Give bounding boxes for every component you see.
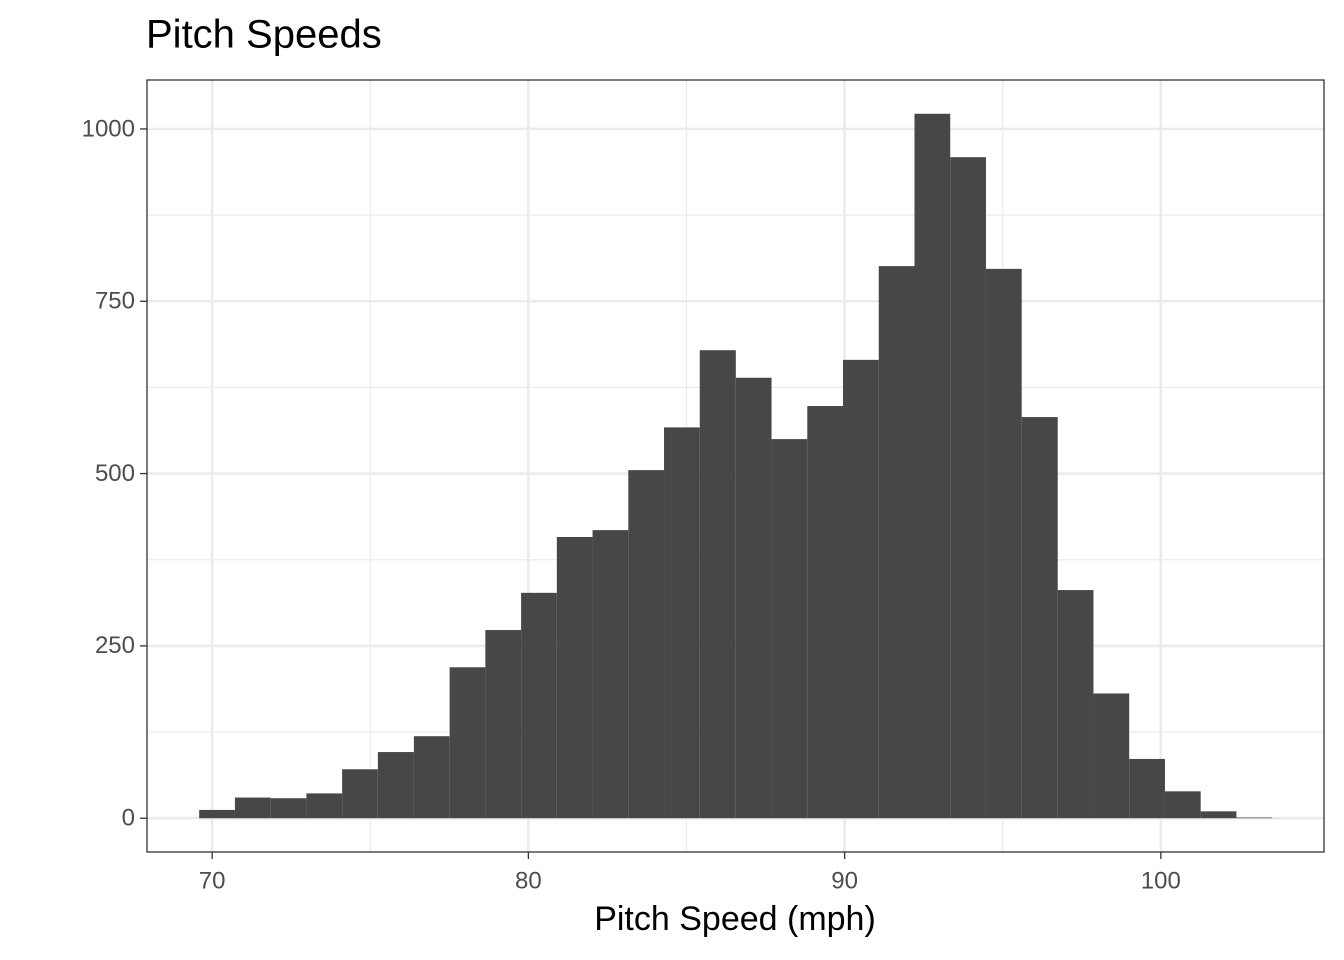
bar <box>449 667 486 819</box>
bar <box>664 427 700 819</box>
bar <box>1021 417 1058 819</box>
x-tick-label: 80 <box>515 867 542 894</box>
bar <box>914 113 951 819</box>
plot-border <box>146 79 1325 853</box>
bar <box>950 157 986 819</box>
bar <box>878 266 915 819</box>
y-tick-label: 750 <box>95 288 135 315</box>
bar <box>1200 811 1237 819</box>
chart-title: Pitch Speeds <box>146 13 382 57</box>
bar <box>592 530 629 819</box>
bar <box>413 736 450 819</box>
x-tick-label: 100 <box>1141 867 1181 894</box>
bar <box>1236 817 1273 819</box>
y-tick-label: 1000 <box>82 115 135 142</box>
bar <box>377 752 414 819</box>
bar <box>306 793 343 819</box>
x-axis-title: Pitch Speed (mph) <box>594 900 876 938</box>
bar <box>771 439 808 819</box>
bar <box>556 536 593 819</box>
bar <box>1164 791 1201 819</box>
bar <box>985 268 1022 819</box>
bar <box>1057 590 1094 819</box>
bar <box>485 630 522 819</box>
y-tick-label: 500 <box>95 460 135 487</box>
bar <box>1129 758 1165 819</box>
bar <box>199 809 235 819</box>
bar <box>843 359 879 819</box>
bar <box>270 798 307 819</box>
x-tick-label: 70 <box>199 867 226 894</box>
x-tick-label: 90 <box>831 867 858 894</box>
bar <box>807 406 844 819</box>
bar <box>342 769 378 819</box>
bar <box>234 797 271 819</box>
y-tick-label: 250 <box>95 632 135 659</box>
bar <box>699 350 736 819</box>
bar <box>521 592 557 819</box>
bar <box>1093 693 1130 819</box>
bar <box>735 377 772 819</box>
bar <box>628 470 665 819</box>
y-tick-label: 0 <box>122 805 135 832</box>
